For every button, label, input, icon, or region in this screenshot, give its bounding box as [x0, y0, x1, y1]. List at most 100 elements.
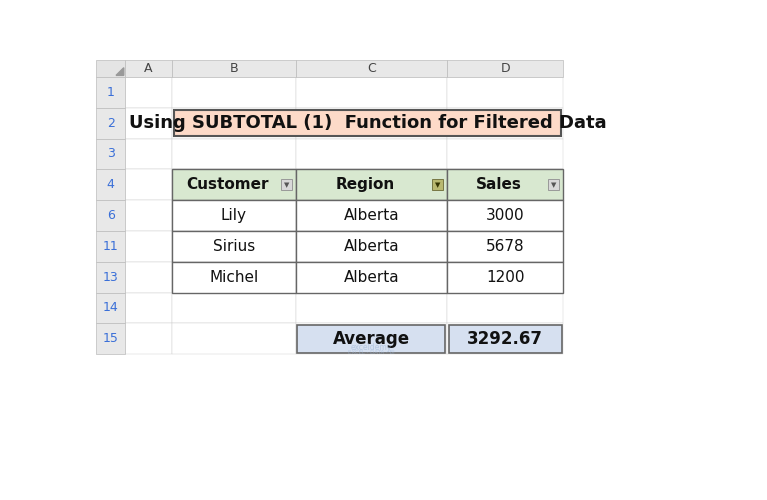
Bar — [447, 324, 563, 354]
Polygon shape — [116, 68, 123, 76]
Text: Average: Average — [333, 330, 410, 347]
Text: Alberta: Alberta — [344, 270, 399, 284]
Bar — [172, 170, 296, 200]
Bar — [125, 108, 172, 138]
Bar — [447, 170, 563, 200]
Text: Lily: Lily — [221, 208, 247, 223]
Bar — [296, 231, 447, 262]
Bar — [296, 170, 447, 200]
Bar — [172, 170, 296, 200]
Text: EXCEL · DATA · BI: EXCEL · DATA · BI — [348, 350, 395, 355]
Text: exceldemy: exceldemy — [351, 342, 392, 351]
Bar — [447, 170, 563, 200]
Text: C: C — [367, 62, 376, 75]
Text: Using SUBTOTAL (1)  Function for Filtered Data: Using SUBTOTAL (1) Function for Filtered… — [129, 114, 607, 132]
Bar — [96, 231, 125, 262]
Text: A: A — [144, 62, 153, 75]
Bar — [296, 262, 447, 292]
Bar — [447, 200, 563, 231]
Bar — [172, 231, 296, 262]
Bar — [447, 200, 563, 231]
Bar — [174, 110, 561, 136]
Bar — [447, 108, 563, 138]
Text: 13: 13 — [103, 270, 118, 283]
Text: 3000: 3000 — [486, 208, 525, 223]
Bar — [447, 292, 563, 324]
Bar — [296, 108, 447, 138]
Bar — [296, 262, 447, 292]
Text: 14: 14 — [103, 302, 118, 314]
Bar — [125, 292, 172, 324]
Bar — [447, 262, 563, 292]
Bar — [296, 170, 447, 200]
Text: Region: Region — [336, 177, 395, 192]
Bar — [447, 60, 563, 77]
Text: 1: 1 — [107, 86, 114, 99]
Bar — [296, 77, 447, 108]
Bar — [96, 324, 125, 354]
Text: 1200: 1200 — [486, 270, 525, 284]
Bar — [281, 180, 292, 190]
Bar — [125, 200, 172, 231]
Bar — [125, 60, 172, 77]
Bar — [296, 138, 447, 170]
Text: 5678: 5678 — [486, 239, 525, 254]
Text: ▼: ▼ — [551, 182, 557, 188]
Text: Michel: Michel — [209, 270, 258, 284]
Bar — [172, 324, 296, 354]
Text: 4: 4 — [107, 178, 114, 191]
Text: 3: 3 — [107, 148, 114, 160]
Bar — [447, 138, 563, 170]
Text: Alberta: Alberta — [344, 239, 399, 254]
Bar — [298, 325, 446, 352]
Bar — [296, 200, 447, 231]
Bar — [172, 60, 296, 77]
Bar — [296, 292, 447, 324]
Bar — [172, 292, 296, 324]
Bar — [296, 200, 447, 231]
Bar — [447, 77, 563, 108]
Bar — [96, 292, 125, 324]
Bar — [172, 200, 296, 231]
Bar — [172, 138, 296, 170]
Text: B: B — [229, 62, 238, 75]
Bar — [449, 325, 561, 352]
Bar — [296, 60, 447, 77]
Bar — [96, 262, 125, 292]
Bar — [96, 200, 125, 231]
Bar — [433, 180, 443, 190]
Bar — [125, 231, 172, 262]
Text: 11: 11 — [103, 240, 118, 253]
Bar — [172, 108, 296, 138]
Bar — [125, 138, 172, 170]
Bar — [548, 180, 559, 190]
Text: Customer: Customer — [186, 177, 269, 192]
Text: ▼: ▼ — [284, 182, 289, 188]
Bar — [172, 262, 296, 292]
Bar — [125, 324, 172, 354]
Bar — [172, 200, 296, 231]
Text: Sales: Sales — [476, 177, 522, 192]
Text: Sirius: Sirius — [212, 239, 255, 254]
Bar — [296, 231, 447, 262]
Bar — [447, 231, 563, 262]
Bar — [447, 231, 563, 262]
Text: 15: 15 — [103, 332, 119, 345]
Bar — [447, 262, 563, 292]
Bar — [125, 262, 172, 292]
Bar — [172, 262, 296, 292]
Text: ▼: ▼ — [435, 182, 440, 188]
Bar — [125, 77, 172, 108]
Text: Alberta: Alberta — [344, 208, 399, 223]
Bar — [96, 77, 125, 108]
Text: 3292.67: 3292.67 — [467, 330, 543, 347]
Bar — [125, 170, 172, 200]
Text: D: D — [500, 62, 510, 75]
Bar — [296, 324, 447, 354]
Bar — [96, 60, 125, 77]
Bar — [96, 170, 125, 200]
Text: 6: 6 — [107, 209, 114, 222]
Bar — [96, 138, 125, 170]
Bar — [172, 77, 296, 108]
Bar — [172, 231, 296, 262]
